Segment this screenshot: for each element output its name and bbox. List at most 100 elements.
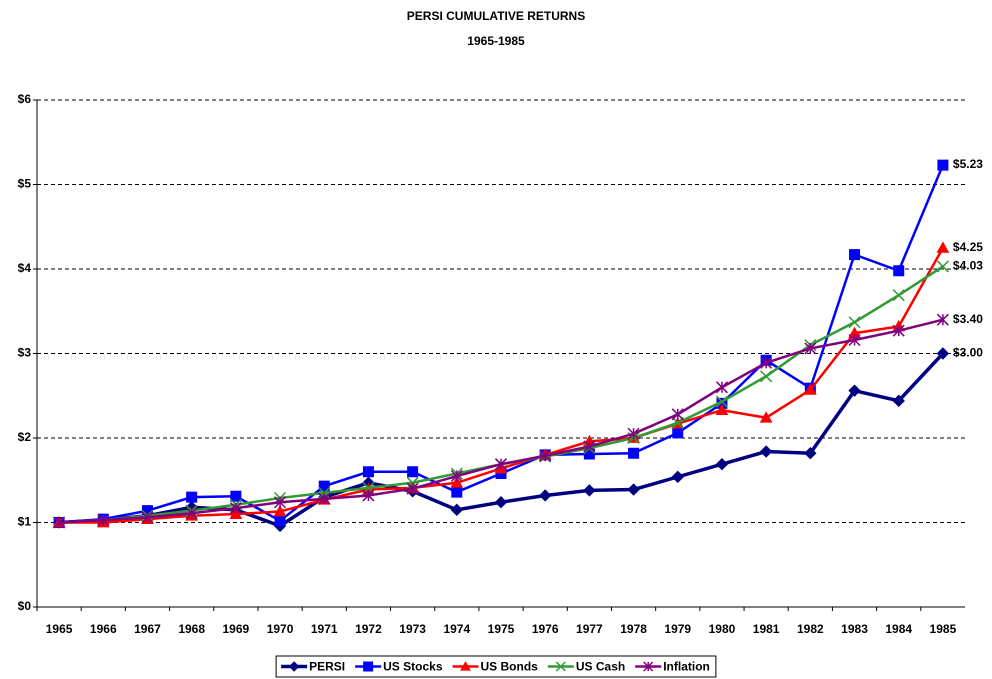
- x-tick-label: 1973: [399, 622, 426, 636]
- x-tick-label: 1967: [134, 622, 161, 636]
- data-point: [759, 445, 773, 458]
- data-point: [583, 440, 596, 453]
- x-tick-label: 1965: [46, 622, 73, 636]
- data-label: $3.40: [953, 312, 983, 326]
- data-point: [760, 370, 773, 383]
- data-point: [759, 411, 773, 423]
- data-label: $5.23: [953, 157, 983, 171]
- data-point: [936, 241, 950, 253]
- x-tick-label: 1980: [709, 622, 736, 636]
- data-point: [715, 457, 729, 471]
- legend-label: US Stocks: [383, 660, 443, 674]
- x-tick-label: 1976: [532, 622, 559, 636]
- data-point: [53, 516, 66, 529]
- legend-label: Inflation: [663, 660, 710, 674]
- x-tick-label: 1982: [797, 622, 824, 636]
- data-label: $3.00: [953, 346, 983, 360]
- data-point: [318, 492, 331, 505]
- x-tick-label: 1972: [355, 622, 382, 636]
- data-point: [936, 347, 950, 360]
- data-point: [627, 427, 640, 440]
- data-point: [848, 333, 861, 347]
- data-point: [892, 394, 905, 408]
- data-point: [539, 449, 552, 462]
- data-point: [627, 483, 640, 496]
- data-point: [937, 159, 949, 171]
- data-point: [715, 403, 729, 416]
- data-point: [494, 496, 508, 509]
- x-tick-label: 1978: [620, 622, 647, 636]
- x-tick-label: 1983: [841, 622, 868, 636]
- data-point: [229, 502, 242, 515]
- data-point: [671, 416, 684, 429]
- legend-box: [275, 655, 717, 678]
- y-tick-label: $1: [18, 515, 32, 529]
- data-point: [274, 515, 286, 527]
- data-point: [804, 447, 817, 460]
- y-tick-label: $5: [18, 177, 32, 191]
- y-tick-label: $6: [18, 92, 32, 106]
- data-point: [849, 249, 861, 261]
- data-point: [715, 381, 728, 394]
- data-point: [803, 383, 817, 395]
- x-tick-label: 1974: [443, 622, 470, 636]
- y-tick-label: $2: [18, 430, 32, 444]
- x-tick-label: 1966: [90, 622, 117, 636]
- data-point: [450, 469, 463, 483]
- x-tick-label: 1975: [488, 622, 515, 636]
- legend-marker: [363, 661, 374, 672]
- legend-label: US Cash: [576, 660, 625, 674]
- data-point: [672, 427, 684, 439]
- x-tick-label: 1977: [576, 622, 603, 636]
- data-point: [848, 316, 861, 329]
- data-point: [406, 482, 419, 495]
- data-point: [141, 511, 154, 524]
- data-label: $4.25: [953, 240, 983, 254]
- data-point: [671, 470, 684, 484]
- data-point: [715, 395, 728, 408]
- data-point: [936, 260, 949, 273]
- y-tick-label: $4: [18, 261, 32, 275]
- x-tick-label: 1979: [664, 622, 691, 636]
- x-tick-label: 1970: [267, 622, 294, 636]
- legend-marker: [288, 661, 300, 672]
- data-point: [362, 489, 375, 502]
- x-tick-label: 1968: [178, 622, 205, 636]
- x-tick-label: 1984: [885, 622, 912, 636]
- legend-marker: [460, 660, 471, 671]
- y-tick-label: $3: [18, 346, 32, 360]
- data-point: [186, 491, 198, 503]
- data-point: [583, 484, 596, 497]
- legend-label: PERSI: [309, 660, 345, 674]
- data-point: [407, 466, 419, 478]
- data-point: [97, 513, 110, 526]
- x-tick-label: 1985: [930, 622, 957, 636]
- data-point: [804, 342, 817, 355]
- data-point: [230, 490, 242, 502]
- chart-title: PERSI CUMULATIVE RETURNS: [407, 9, 585, 23]
- data-point: [318, 486, 331, 499]
- y-tick-label: $0: [18, 599, 32, 613]
- data-point: [760, 356, 773, 369]
- data-point: [450, 503, 464, 517]
- data-point: [892, 289, 905, 302]
- data-point: [494, 458, 508, 471]
- data-point: [362, 466, 374, 478]
- data-label: $4.03: [953, 259, 983, 273]
- data-point: [450, 476, 464, 488]
- data-point: [185, 507, 198, 520]
- data-point: [451, 486, 463, 498]
- legend-marker: [555, 661, 566, 672]
- data-point: [273, 504, 287, 517]
- data-point: [892, 324, 905, 337]
- data-point: [671, 408, 684, 421]
- data-point: [538, 489, 552, 502]
- legend-marker: [643, 661, 654, 672]
- legend-label: US Bonds: [481, 660, 539, 674]
- data-point: [893, 265, 905, 277]
- data-point: [628, 447, 640, 459]
- chart-subtitle: 1965-1985: [467, 34, 525, 48]
- data-point: [936, 313, 949, 326]
